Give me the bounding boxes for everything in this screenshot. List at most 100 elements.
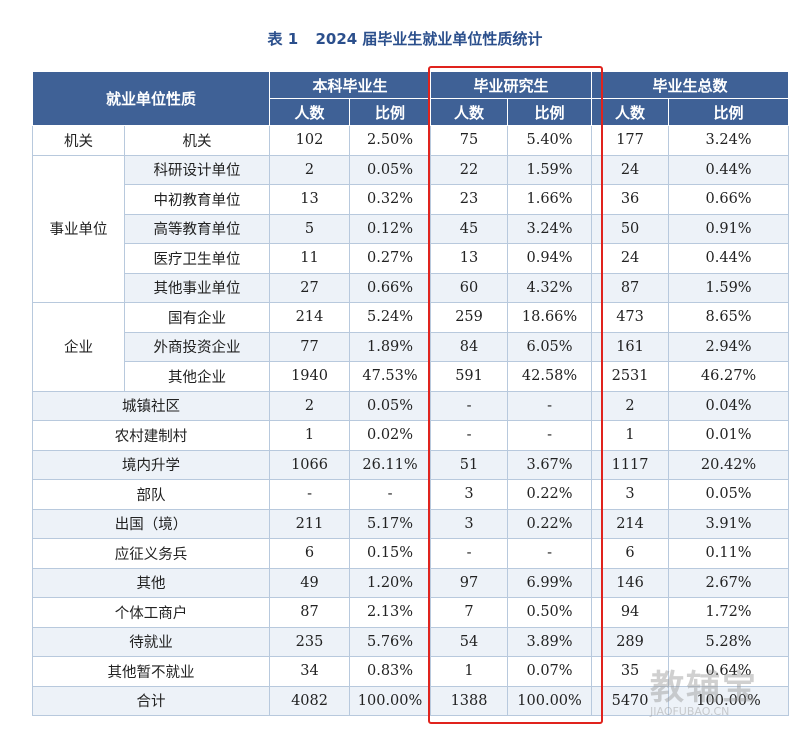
cell-ug-count: 27 xyxy=(269,272,351,303)
cell-pg-count: 22 xyxy=(430,154,509,185)
table-row: 机关 机关 102 2.50% 75 5.40% 177 3.24% xyxy=(32,125,790,156)
cell-total-count: 473 xyxy=(591,302,670,333)
header-nature: 就业单位性质 xyxy=(31,71,271,126)
cell-total-ratio: 0.91% xyxy=(668,213,790,244)
cell-pg-ratio: 0.94% xyxy=(507,243,593,274)
table-row: 其他企业 1940 47.53% 591 42.58% 2531 46.27% xyxy=(33,361,790,392)
cell-pg-count: 45 xyxy=(430,213,509,244)
cell-ug-ratio: 0.66% xyxy=(349,272,432,303)
cell-ug-count: 34 xyxy=(269,656,351,687)
cell-ug-count: 211 xyxy=(269,508,351,539)
header-ratio: 比例 xyxy=(668,98,790,126)
cell-total-ratio: 46.27% xyxy=(668,361,790,392)
header-undergrad: 本科毕业生 xyxy=(269,71,432,99)
row-name: 农村建制村 xyxy=(31,420,271,451)
cell-pg-count: 60 xyxy=(430,272,509,303)
cell-ug-count: 13 xyxy=(269,184,351,215)
cell-total-ratio: 0.66% xyxy=(668,184,790,215)
header-ratio: 比例 xyxy=(349,98,432,126)
row-name: 城镇社区 xyxy=(31,390,271,421)
cell-ug-count: - xyxy=(269,479,351,510)
row-name: 其他事业单位 xyxy=(123,272,271,303)
table-row-total: 合计 4082 100.00% 1388 100.00% 5470 100.00… xyxy=(31,685,790,716)
header-row-groups: 就业单位性质 本科毕业生 毕业研究生 毕业生总数 xyxy=(31,71,790,126)
cell-pg-ratio: 42.58% xyxy=(507,361,593,392)
cell-pg-count: 54 xyxy=(430,626,509,657)
cell-total-ratio: 0.44% xyxy=(668,154,790,185)
cell-ug-ratio: 0.27% xyxy=(349,243,432,274)
cell-total-ratio: 5.28% xyxy=(668,626,790,657)
cell-ug-count: 102 xyxy=(269,125,351,156)
cell-ug-count: 6 xyxy=(269,538,351,569)
cell-ug-ratio: 0.32% xyxy=(349,184,432,215)
cell-ug-ratio: 5.76% xyxy=(349,626,432,657)
cell-ug-ratio: 1.89% xyxy=(349,331,432,362)
row-name: 合计 xyxy=(31,685,271,716)
cell-ug-ratio: 47.53% xyxy=(349,361,432,392)
cell-pg-count: 3 xyxy=(430,479,509,510)
row-name: 其他 xyxy=(31,567,271,598)
cell-total-ratio: 3.91% xyxy=(668,508,790,539)
cell-ug-count: 2 xyxy=(269,154,351,185)
row-name: 国有企业 xyxy=(123,302,271,333)
header-count: 人数 xyxy=(591,98,670,126)
cell-ug-ratio: 0.02% xyxy=(349,420,432,451)
watermark-logo: 教辅宝 JIAOFUBAO.CN xyxy=(650,660,800,720)
cell-ug-ratio: 2.13% xyxy=(349,597,432,628)
table-row: 个体工商户 87 2.13% 7 0.50% 94 1.72% xyxy=(31,597,790,628)
row-name: 机关 xyxy=(123,125,271,156)
cell-ug-count: 214 xyxy=(269,302,351,333)
cell-pg-ratio: 6.05% xyxy=(507,331,593,362)
cell-total-count: 87 xyxy=(591,272,670,303)
row-name: 医疗卫生单位 xyxy=(123,243,271,274)
cell-total-ratio: 0.05% xyxy=(668,479,790,510)
table-row: 应征义务兵 6 0.15% - - 6 0.11% xyxy=(31,538,790,569)
cell-pg-ratio: 100.00% xyxy=(507,685,593,716)
row-name: 出国（境） xyxy=(31,508,271,539)
watermark-sub: JIAOFUBAO.CN xyxy=(650,705,730,718)
cell-total-count: 1 xyxy=(591,420,670,451)
row-name: 应征义务兵 xyxy=(31,538,271,569)
table-title: 2024 届毕业生就业单位性质统计 xyxy=(315,30,543,48)
row-name: 其他企业 xyxy=(123,361,271,392)
cell-total-count: 3 xyxy=(591,479,670,510)
cell-ug-ratio: 26.11% xyxy=(349,449,432,480)
cell-ug-ratio: 0.05% xyxy=(349,390,432,421)
cell-pg-count: - xyxy=(430,420,509,451)
table-row: 出国（境） 211 5.17% 3 0.22% 214 3.91% xyxy=(31,508,790,539)
table-row: 其他暂不就业 34 0.83% 1 0.07% 35 0.64% xyxy=(31,656,790,687)
cell-ug-ratio: 1.20% xyxy=(349,567,432,598)
cell-ug-count: 87 xyxy=(269,597,351,628)
category-cell: 机关 xyxy=(32,125,125,156)
table-row: 企业 国有企业 214 5.24% 259 18.66% 473 8.65% xyxy=(32,302,790,392)
header-ratio: 比例 xyxy=(507,98,593,126)
table-row: 城镇社区 2 0.05% - - 2 0.04% xyxy=(31,390,790,421)
cell-pg-ratio: 0.22% xyxy=(507,479,593,510)
cell-ug-ratio: 5.24% xyxy=(349,302,432,333)
cell-pg-count: - xyxy=(430,538,509,569)
cell-total-ratio: 1.72% xyxy=(668,597,790,628)
cell-pg-count: 97 xyxy=(430,567,509,598)
cell-total-count: 1117 xyxy=(591,449,670,480)
cell-ug-count: 235 xyxy=(269,626,351,657)
cell-ug-count: 49 xyxy=(269,567,351,598)
table-row: 部队 - - 3 0.22% 3 0.05% xyxy=(31,479,790,510)
cell-ug-ratio: 5.17% xyxy=(349,508,432,539)
row-name: 个体工商户 xyxy=(31,597,271,628)
employment-statistics-table: 就业单位性质 本科毕业生 毕业研究生 毕业生总数 人数 比例 人数 比例 人数 … xyxy=(31,71,790,716)
cell-pg-ratio: 4.32% xyxy=(507,272,593,303)
cell-pg-ratio: 6.99% xyxy=(507,567,593,598)
cell-ug-count: 77 xyxy=(269,331,351,362)
cell-total-ratio: 100.00% xyxy=(668,685,790,716)
header-count: 人数 xyxy=(269,98,351,126)
category-cell: 企业 xyxy=(32,302,125,392)
cell-total-count: 24 xyxy=(591,243,670,274)
table-row: 农村建制村 1 0.02% - - 1 0.01% xyxy=(31,420,790,451)
cell-pg-count: 3 xyxy=(430,508,509,539)
cell-ug-ratio: 0.15% xyxy=(349,538,432,569)
cell-total-ratio: 20.42% xyxy=(668,449,790,480)
cell-total-ratio: 3.24% xyxy=(668,125,790,156)
cell-ug-count: 11 xyxy=(269,243,351,274)
category-cell: 事业单位 xyxy=(32,154,125,303)
row-name: 境内升学 xyxy=(31,449,271,480)
